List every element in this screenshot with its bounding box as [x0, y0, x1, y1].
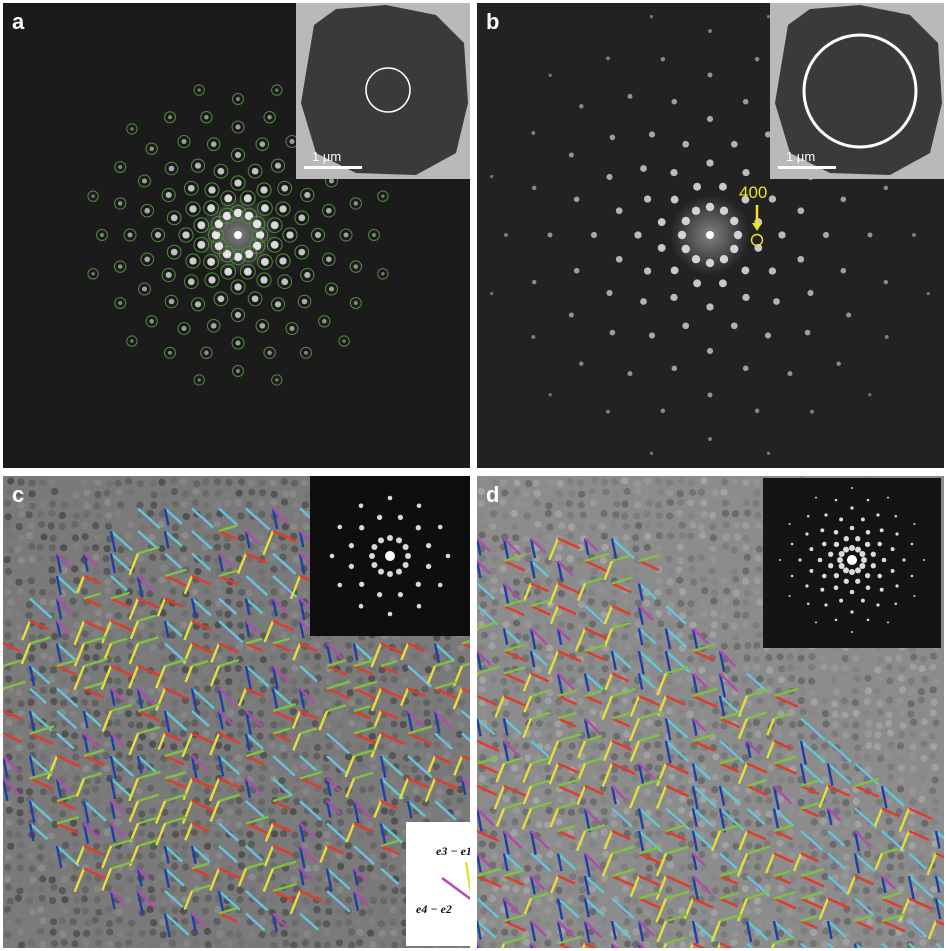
panel-c: c e3 − e1 e4 e3 e2 e4 − e2 e1 [3, 476, 470, 948]
inset-image-a: 1 µm [296, 3, 470, 179]
fft-inset-c [310, 476, 470, 636]
selected-area-circle [365, 67, 411, 113]
panel-b: b 400 1 µm [477, 3, 944, 468]
scale-label-a: 1 µm [312, 149, 342, 164]
fft-pattern-c [329, 495, 451, 617]
panel-label-b: b [486, 9, 500, 34]
panel-label-d: d [486, 482, 500, 507]
panel-label-a: a [12, 9, 25, 34]
panel-label-c: c [12, 482, 25, 507]
particle-micrograph-a [296, 3, 470, 179]
reflection-400-label: 400 [739, 183, 768, 202]
scale-bar-a [304, 166, 362, 169]
particle-micrograph-b [770, 3, 944, 179]
fft-pattern-d [779, 487, 925, 633]
inset-image-b: 1 µm [770, 3, 944, 179]
fft-inset-d [763, 478, 941, 648]
panel-d: d [477, 476, 944, 948]
legend-e3-minus-e1: e3 − e1 [436, 844, 470, 858]
diffraction-pattern-b [490, 15, 930, 455]
basis-vector-diagram [441, 861, 470, 901]
panel-a: a 1 µm [3, 3, 470, 468]
scale-bar-b [778, 166, 836, 169]
reflection-400-marker [750, 205, 764, 247]
hrtem-image-d [477, 476, 944, 948]
scale-label-b: 1 µm [786, 149, 816, 164]
legend-e4-minus-e2: e4 − e2 [416, 902, 452, 916]
selected-area-circle [802, 33, 918, 149]
basis-vector-legend: e3 − e1 e4 e3 e2 e4 − e2 e1 [406, 822, 470, 946]
